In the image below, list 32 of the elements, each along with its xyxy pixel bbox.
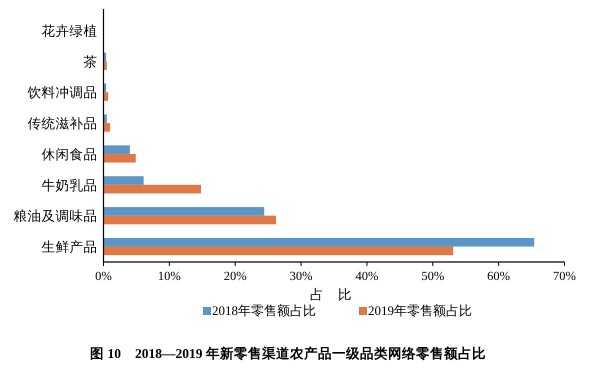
x-tick-label: 10% — [158, 269, 181, 283]
bar — [104, 238, 534, 247]
y-tick-label: 饮料冲调品 — [26, 85, 98, 100]
legend-label: 2019年零售额占比 — [368, 303, 472, 318]
y-tick-label: 传统滋补品 — [28, 116, 98, 132]
x-tick-label: 40% — [355, 269, 378, 283]
y-tick-label: 牛奶乳品 — [42, 178, 98, 193]
bar — [104, 92, 108, 101]
x-tick-label: 0% — [95, 269, 112, 283]
y-tick-label: 花卉绿植 — [42, 23, 98, 38]
x-tick-label: 70% — [553, 269, 576, 283]
legend-label: 2018年零售额占比 — [212, 303, 316, 318]
bar — [104, 246, 454, 256]
bar — [104, 123, 110, 132]
y-tick-label: 茶 — [84, 54, 98, 70]
x-tick-label: 50% — [421, 269, 444, 283]
bar — [104, 154, 136, 163]
bar — [104, 184, 201, 194]
x-axis-title: 占 比 — [310, 287, 352, 302]
text: 图 10 2018—2019 年新零售渠道农产品一级品类网络零售额占比 — [90, 345, 486, 361]
y-tick-label: 粮油及调味品 — [14, 208, 98, 224]
bar — [104, 145, 130, 154]
y-tick-label: 休闲食品 — [42, 146, 98, 162]
x-tick-label: 60% — [487, 269, 510, 283]
bar — [104, 176, 144, 185]
y-tick-label: 生鲜产品 — [42, 240, 98, 255]
x-tick-label: 30% — [290, 269, 313, 283]
x-tick-label: 20% — [224, 269, 247, 283]
bar — [104, 216, 276, 224]
bar — [104, 114, 107, 124]
bar — [104, 207, 264, 216]
bar — [104, 61, 107, 70]
